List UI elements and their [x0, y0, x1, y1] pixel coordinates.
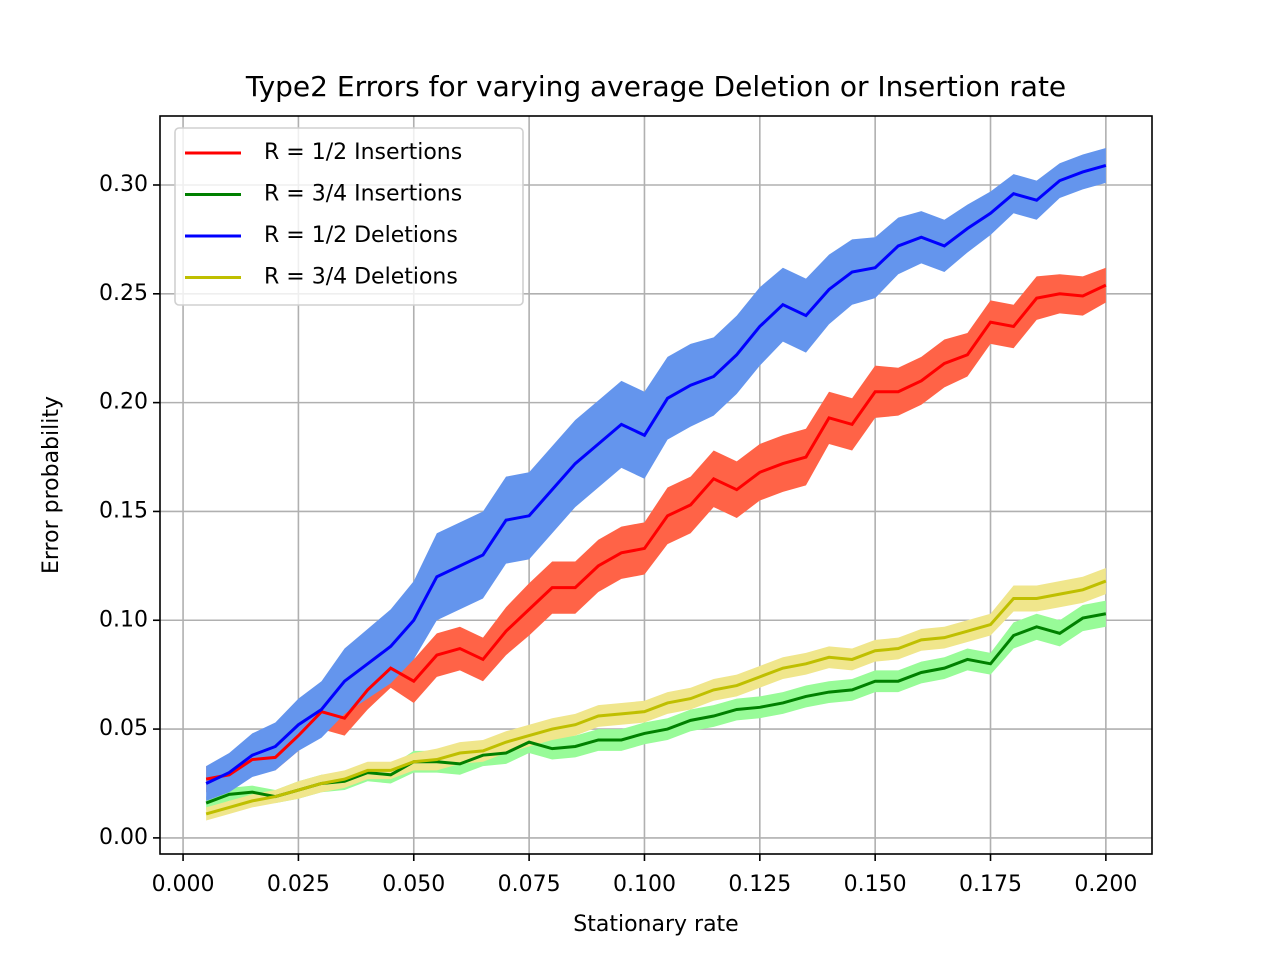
x-tick-label: 0.125 [728, 872, 791, 897]
x-tick-label: 0.025 [267, 872, 330, 897]
x-tick-label: 0.000 [152, 872, 215, 897]
y-tick-label: 0.10 [99, 607, 148, 632]
legend-label: R = 1/2 Insertions [264, 140, 462, 165]
y-tick-label: 0.20 [99, 390, 148, 415]
legend-box [174, 127, 524, 306]
data-line [205, 579, 1107, 816]
legend-label: R = 3/4 Insertions [264, 182, 462, 207]
data-line [205, 283, 1107, 781]
data-line [205, 612, 1107, 805]
y-tick-label: 0.30 [99, 172, 148, 197]
x-tick-label: 0.075 [498, 872, 561, 897]
x-axis-label: Stationary rate [573, 912, 738, 937]
x-tick-label: 0.200 [1074, 872, 1137, 897]
x-tick-label: 0.050 [382, 872, 445, 897]
legend: R = 1/2 Insertions R = 3/4 Insertions R = … [174, 127, 524, 306]
error-band [206, 147, 1106, 801]
y-axis-label: Error probability [39, 396, 64, 574]
data-line [205, 163, 1107, 785]
x-tick-label: 0.100 [613, 872, 676, 897]
x-tick-label: 0.175 [959, 872, 1022, 897]
legend-label: R = 1/2 Deletions [264, 223, 458, 248]
y-tick-label: 0.00 [99, 825, 148, 850]
y-tick-label: 0.05 [99, 716, 148, 741]
legend-label: R = 3/4 Deletions [264, 265, 458, 290]
chart-title: Type2 Errors for varying average Deletio… [245, 70, 1066, 103]
y-tick-label: 0.25 [99, 281, 148, 306]
error-band [206, 568, 1106, 821]
x-tick-label: 0.150 [844, 872, 907, 897]
axes-frame [159, 115, 1153, 855]
y-tick-label: 0.15 [99, 498, 148, 523]
